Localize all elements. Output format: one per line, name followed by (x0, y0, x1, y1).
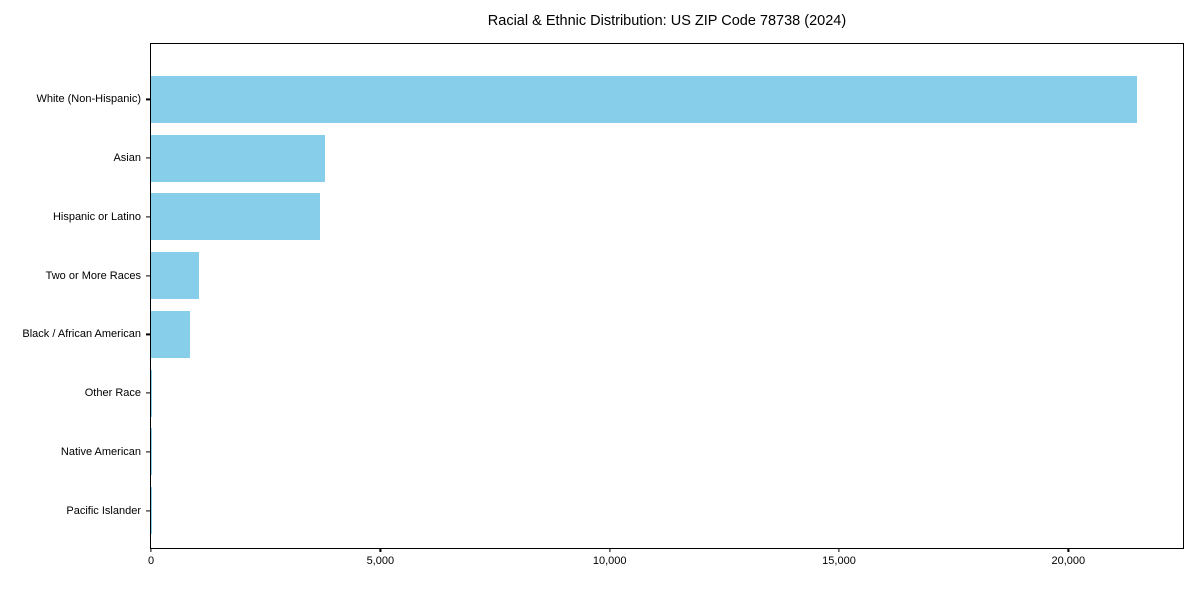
x-tick-mark (150, 548, 152, 552)
x-tick-label: 15,000 (822, 555, 856, 567)
y-tick-mark (146, 510, 151, 512)
x-tick-mark (379, 548, 381, 552)
x-tick-mark (838, 548, 840, 552)
chart-title: Racial & Ethnic Distribution: US ZIP Cod… (487, 13, 847, 29)
bar (151, 193, 320, 241)
y-axis-label: Two or More Races (45, 269, 141, 282)
bar-row: Other Race (85, 364, 1183, 423)
bar-row: Pacific Islander (66, 481, 1183, 540)
x-tick-label: 5,000 (366, 555, 395, 567)
bars-container: White (Non-Hispanic) Asian Hispanic or Lat… (22, 44, 1183, 548)
y-tick-mark (146, 216, 151, 218)
bar-row: Native American (61, 423, 1183, 482)
y-tick-mark (146, 333, 151, 335)
y-axis-label: Black / African American (22, 328, 141, 341)
bar (151, 428, 152, 476)
bar-row: Asian (113, 129, 1183, 188)
bar-row: Black / African American (22, 305, 1183, 364)
bar-row: Two or More Races (46, 246, 1183, 305)
bar (151, 75, 1138, 123)
y-tick-mark (146, 451, 151, 453)
x-tick-mark (609, 548, 611, 552)
y-axis-label: White (Non-Hispanic) (36, 93, 141, 106)
x-tick-label: 10,000 (592, 555, 627, 567)
x-tick-mark (1067, 548, 1069, 552)
y-axis-label: Asian (113, 152, 141, 165)
y-axis-label: Pacific Islander (66, 504, 141, 517)
bar (151, 310, 191, 358)
y-tick-mark (146, 98, 151, 100)
y-tick-mark (146, 157, 151, 159)
bar (151, 369, 153, 417)
plot-area: White (Non-Hispanic) Asian Hispanic or Lat… (22, 43, 1184, 567)
y-tick-mark (146, 392, 151, 394)
x-tick-label: 0 (147, 555, 155, 567)
y-axis-label: Other Race (84, 387, 141, 400)
x-tick-label: 20,000 (1051, 555, 1086, 567)
y-axis-label: Hispanic or Latino (52, 210, 141, 223)
y-axis-label: Native American (60, 445, 141, 458)
y-tick-mark (146, 275, 151, 277)
bar-row: White (Non-Hispanic) (36, 70, 1183, 129)
bar-row: Hispanic or Latino (53, 188, 1183, 247)
bar (151, 252, 200, 300)
bar (151, 134, 326, 182)
